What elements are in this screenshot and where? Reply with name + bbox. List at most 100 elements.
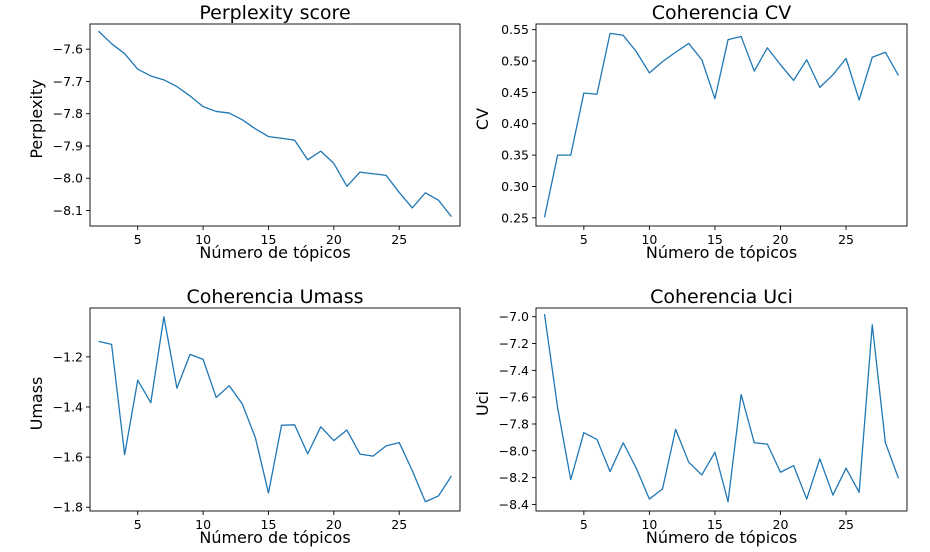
data-point	[857, 98, 861, 102]
data-point	[175, 386, 179, 390]
data-point	[634, 466, 638, 470]
data-point	[279, 136, 283, 140]
subplot-2: 5 10 15 20 25 0.25 0.30 0.35 0.40 0.45 0.50 0.55 Coh…	[473, 2, 908, 262]
data-point	[608, 31, 612, 35]
data-point	[713, 96, 717, 100]
data-point	[608, 469, 612, 473]
plot-frame	[89, 307, 461, 512]
data-point	[896, 476, 900, 480]
x-axis-label: Número de tópicos	[199, 528, 350, 547]
series-line-umass	[98, 316, 453, 503]
data-point	[384, 173, 388, 177]
data-point	[96, 29, 100, 33]
y-tick-label: −1.6	[53, 450, 83, 465]
data-point	[791, 78, 795, 82]
data-point	[96, 339, 100, 343]
x-tick-label: 20	[326, 232, 342, 247]
plot-frame	[535, 23, 908, 227]
y-tick-label: −7.0	[499, 309, 529, 324]
data-point	[805, 58, 809, 62]
data-point	[227, 383, 231, 387]
data-point	[726, 500, 730, 504]
data-point	[765, 46, 769, 50]
data-point	[831, 493, 835, 497]
data-point	[384, 444, 388, 448]
data-point	[752, 441, 756, 445]
data-point	[109, 342, 113, 346]
y-tick-label: 0.25	[501, 210, 529, 225]
x-tick-label: 10	[195, 232, 211, 247]
chart-title: Coherencia Uci	[650, 286, 793, 308]
data-point	[569, 477, 573, 481]
data-point	[752, 69, 756, 73]
x-axis-label: Número de tópicos	[646, 528, 797, 547]
data-point	[778, 63, 782, 67]
plot-frame	[89, 23, 461, 227]
data-point	[122, 51, 126, 55]
y-axis-label: Umass	[27, 377, 46, 431]
data-point	[726, 37, 730, 41]
data-point	[765, 442, 769, 446]
data-point	[805, 497, 809, 501]
data-point	[582, 91, 586, 95]
data-point	[883, 50, 887, 54]
data-point	[201, 357, 205, 361]
data-point	[345, 428, 349, 432]
data-point	[227, 111, 231, 115]
data-point	[122, 452, 126, 456]
y-tick-label: −8.1	[53, 203, 83, 218]
data-point	[162, 78, 166, 82]
x-tick-label: 25	[838, 232, 854, 247]
y-tick-label: −8.4	[499, 497, 529, 512]
x-tick-label: 20	[773, 232, 789, 247]
data-point	[319, 149, 323, 153]
data-point	[397, 440, 401, 444]
x-tick-label: 15	[261, 232, 277, 247]
x-tick-label: 20	[773, 517, 789, 532]
data-point	[634, 49, 638, 53]
data-point	[660, 59, 664, 63]
chart-title: Perplexity score	[199, 2, 350, 24]
data-point	[397, 190, 401, 194]
y-tick-label: −1.4	[53, 399, 83, 414]
data-point	[136, 67, 140, 71]
data-point	[673, 427, 677, 431]
x-tick-label: 5	[134, 517, 142, 532]
data-point	[739, 392, 743, 396]
data-point	[870, 55, 874, 59]
data-point	[188, 352, 192, 356]
data-point	[109, 41, 113, 45]
data-point	[673, 50, 677, 54]
y-tick-label: 0.55	[501, 22, 529, 37]
data-point	[857, 490, 861, 494]
data-point	[305, 158, 309, 162]
y-tick-label: −7.9	[53, 138, 83, 153]
x-tick-label: 25	[391, 232, 407, 247]
x-tick-label: 10	[195, 517, 211, 532]
data-point	[569, 153, 573, 157]
data-point	[345, 184, 349, 188]
data-point	[582, 431, 586, 435]
data-point	[201, 104, 205, 108]
y-tick-label: −7.2	[499, 336, 529, 351]
x-tick-label: 15	[261, 517, 277, 532]
data-point	[214, 109, 218, 113]
y-tick-label: −7.4	[499, 363, 529, 378]
x-tick-label: 20	[326, 517, 342, 532]
data-point	[844, 466, 848, 470]
y-tick-label: −7.6	[499, 390, 529, 405]
x-axis-label: Número de tópicos	[646, 243, 797, 262]
data-point	[279, 423, 283, 427]
data-point	[319, 425, 323, 429]
data-point	[778, 470, 782, 474]
data-point	[162, 315, 166, 319]
data-point	[253, 436, 257, 440]
data-point	[687, 41, 691, 45]
data-point	[266, 134, 270, 138]
data-point	[410, 206, 414, 210]
data-point	[240, 118, 244, 122]
data-point	[700, 473, 704, 477]
x-tick-label: 5	[134, 232, 142, 247]
y-axis-label: Perplexity	[27, 79, 46, 158]
